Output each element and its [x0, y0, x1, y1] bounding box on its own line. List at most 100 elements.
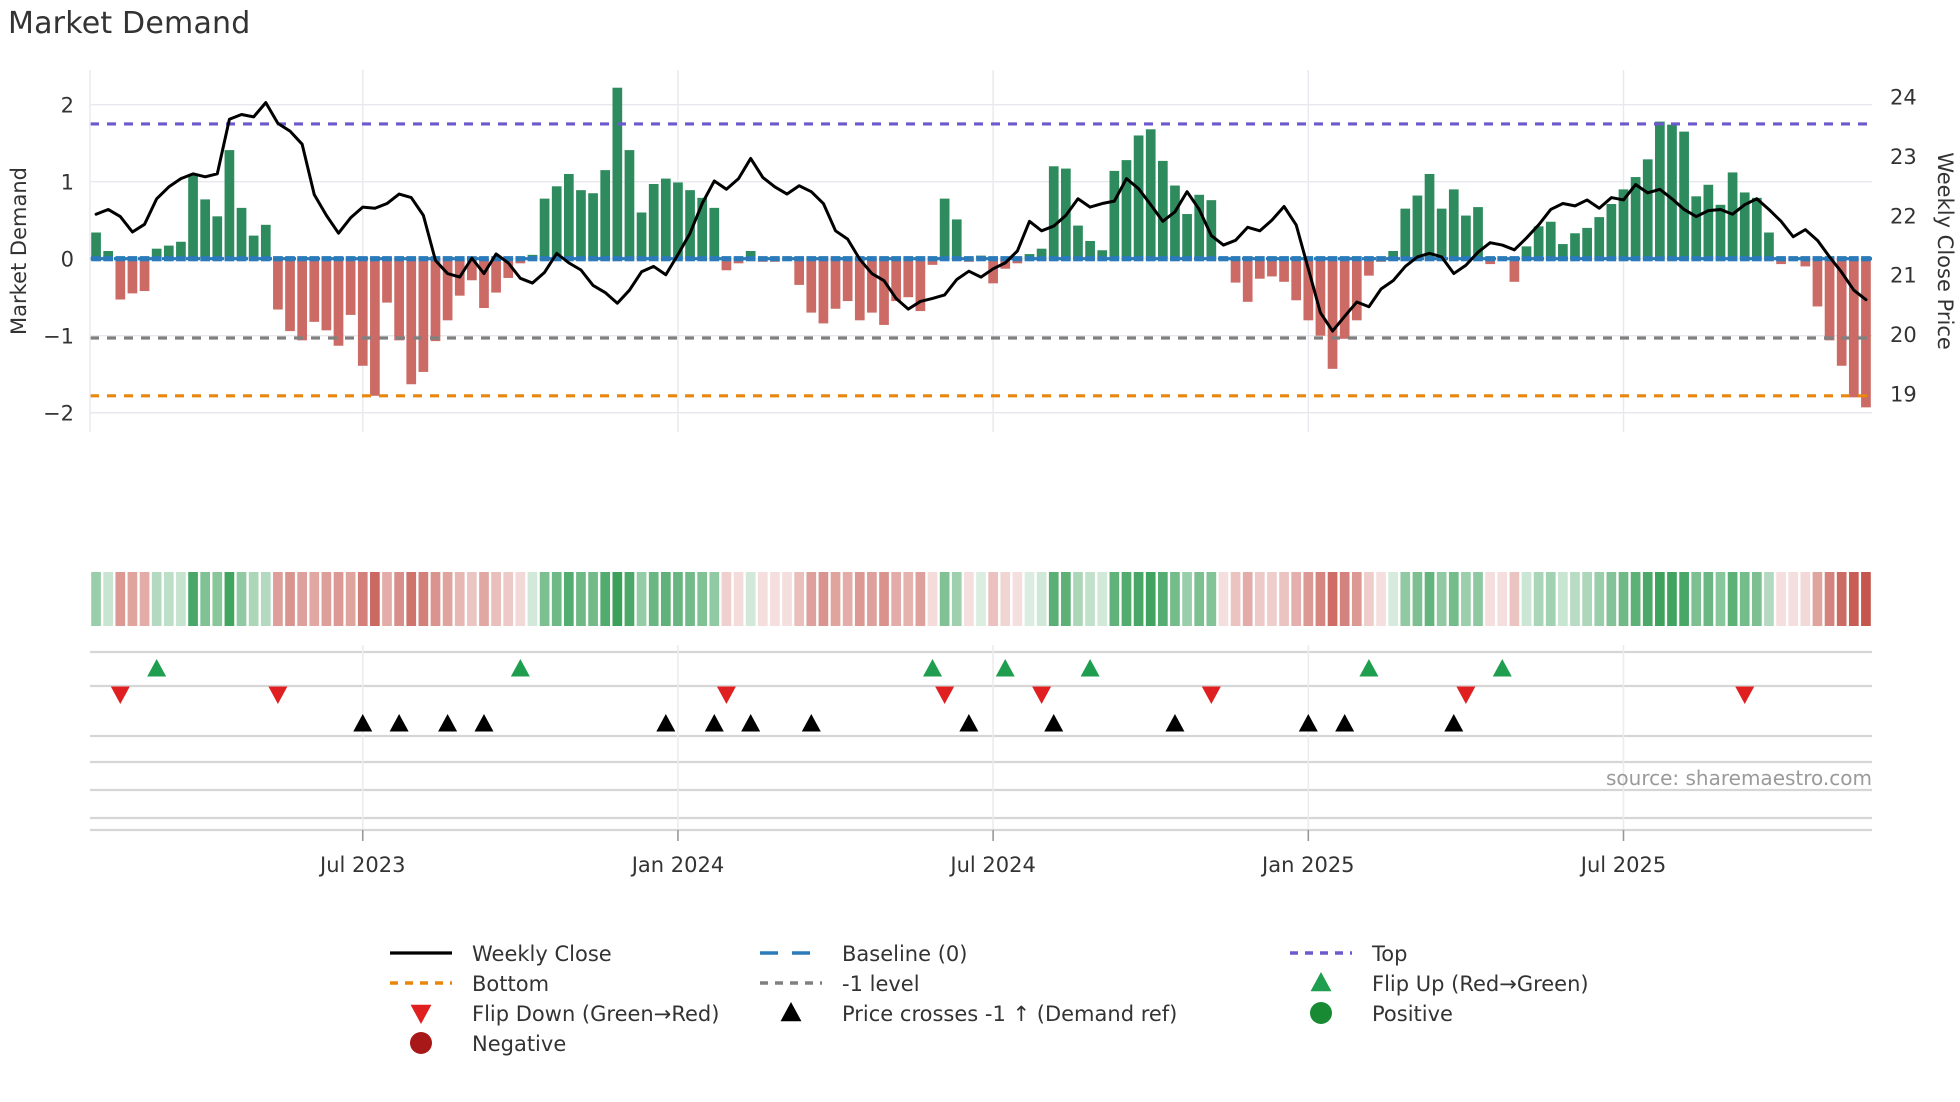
demand-bar	[139, 258, 150, 292]
demand-bar	[1691, 196, 1702, 259]
demand-bar	[709, 207, 720, 259]
heatmap-cell	[1400, 572, 1411, 626]
legend-label-1: Baseline (0)	[842, 942, 967, 966]
heatmap-cell	[1145, 572, 1156, 626]
demand-bar	[1315, 258, 1326, 336]
left-tick-4: −2	[43, 402, 74, 426]
demand-bar	[467, 258, 477, 281]
baseline-cap	[1182, 256, 1192, 262]
demand-bar	[1073, 225, 1083, 259]
heatmap-cell	[588, 572, 598, 626]
demand-bar	[430, 258, 441, 342]
demand-bar	[842, 258, 853, 302]
heatmap-cell	[491, 572, 501, 626]
right-tick-1: 23	[1890, 145, 1917, 169]
price-cross-up-marker	[704, 714, 724, 732]
heatmap-cell	[1000, 572, 1011, 626]
demand-bar	[1182, 214, 1192, 259]
baseline-cap	[1739, 256, 1750, 262]
heatmap-cell	[1715, 572, 1726, 626]
baseline-cap	[224, 256, 235, 262]
demand-bar	[442, 258, 453, 321]
demand-bar	[1194, 194, 1205, 259]
demand-bar	[1715, 204, 1726, 259]
demand-bar	[1642, 159, 1653, 259]
demand-bar	[1242, 258, 1253, 302]
heatmap-cell	[454, 572, 465, 626]
demand-bar	[563, 173, 574, 259]
demand-bar	[1170, 185, 1180, 259]
weekly-close-line	[94, 101, 1868, 333]
heatmap-cell	[903, 572, 914, 626]
baseline-cap	[515, 256, 526, 262]
heatmap-cell	[1364, 572, 1374, 626]
demand-bar	[745, 251, 756, 259]
demand-bar	[176, 241, 186, 259]
heatmap-cell	[757, 572, 768, 626]
x-tick-label-1: Jan 2024	[630, 853, 725, 877]
heatmap-cell	[1424, 572, 1435, 626]
heatmap-cell	[273, 572, 283, 626]
heatmap-cell	[115, 572, 126, 626]
heatmap-cell	[285, 572, 295, 626]
demand-bar	[1279, 258, 1289, 282]
heatmap-cell	[685, 572, 695, 626]
heatmap-cell	[1097, 572, 1108, 626]
baseline-cap	[1570, 256, 1580, 262]
demand-bar	[660, 178, 671, 259]
heatmap-cell	[103, 572, 114, 626]
price-cross-up-marker	[1044, 714, 1064, 732]
heatmap-cell	[1703, 572, 1714, 626]
flip-up-marker	[1492, 659, 1512, 677]
heatmap-cell	[188, 572, 198, 626]
demand-bar	[1667, 124, 1677, 259]
baseline-cap	[988, 256, 998, 262]
demand-bar	[891, 258, 901, 302]
heatmap-cell	[1594, 572, 1605, 626]
heatmap-cell	[1812, 572, 1823, 626]
baseline-cap	[939, 256, 950, 262]
demand-bar	[1776, 258, 1786, 265]
demand-bar	[1836, 258, 1847, 366]
demand-bar	[636, 212, 647, 259]
heatmap-cell	[636, 572, 647, 626]
demand-bar	[612, 87, 623, 259]
baseline-cap	[1376, 256, 1386, 262]
heatmap-cell	[1254, 572, 1265, 626]
price-cross-up-marker	[801, 714, 821, 732]
demand-bar	[673, 182, 683, 259]
baseline-cap	[1545, 256, 1556, 262]
heatmap-cell	[563, 572, 574, 626]
baseline-cap	[1400, 256, 1411, 262]
baseline-cap	[1715, 256, 1726, 262]
legend-triangle-up-icon	[780, 1002, 802, 1022]
heatmap-cell	[163, 572, 174, 626]
demand-bar	[1085, 240, 1095, 259]
demand-bar	[806, 258, 817, 313]
heatmap-cell	[1291, 572, 1302, 626]
heatmap-cell	[551, 572, 562, 626]
baseline-cap	[127, 256, 138, 262]
heatmap-cell	[260, 572, 271, 626]
price-cross-up-marker	[1335, 714, 1355, 732]
heatmap-cell	[333, 572, 344, 626]
demand-bar	[1303, 258, 1314, 321]
demand-bar	[1400, 208, 1411, 259]
baseline-cap	[539, 256, 550, 262]
heatmap-cell	[1533, 572, 1544, 626]
demand-bar	[1800, 258, 1811, 267]
heatmap-cell	[1824, 572, 1835, 626]
legend-triangle-down-icon	[410, 1004, 432, 1024]
heatmap-cell	[1182, 572, 1192, 626]
legend-triangle-up-icon	[1310, 972, 1332, 992]
demand-bar	[1291, 258, 1302, 301]
demand-bar	[1558, 244, 1568, 259]
heatmap-cell	[357, 572, 368, 626]
demand-bar	[333, 258, 344, 346]
heatmap-cell	[1157, 572, 1168, 626]
baseline-cap	[964, 256, 974, 262]
x-tick-label-3: Jan 2025	[1260, 853, 1355, 877]
demand-bar	[1097, 250, 1108, 259]
heatmap-cell	[1024, 572, 1035, 626]
source-watermark: source: sharemaestro.com	[1606, 766, 1872, 790]
